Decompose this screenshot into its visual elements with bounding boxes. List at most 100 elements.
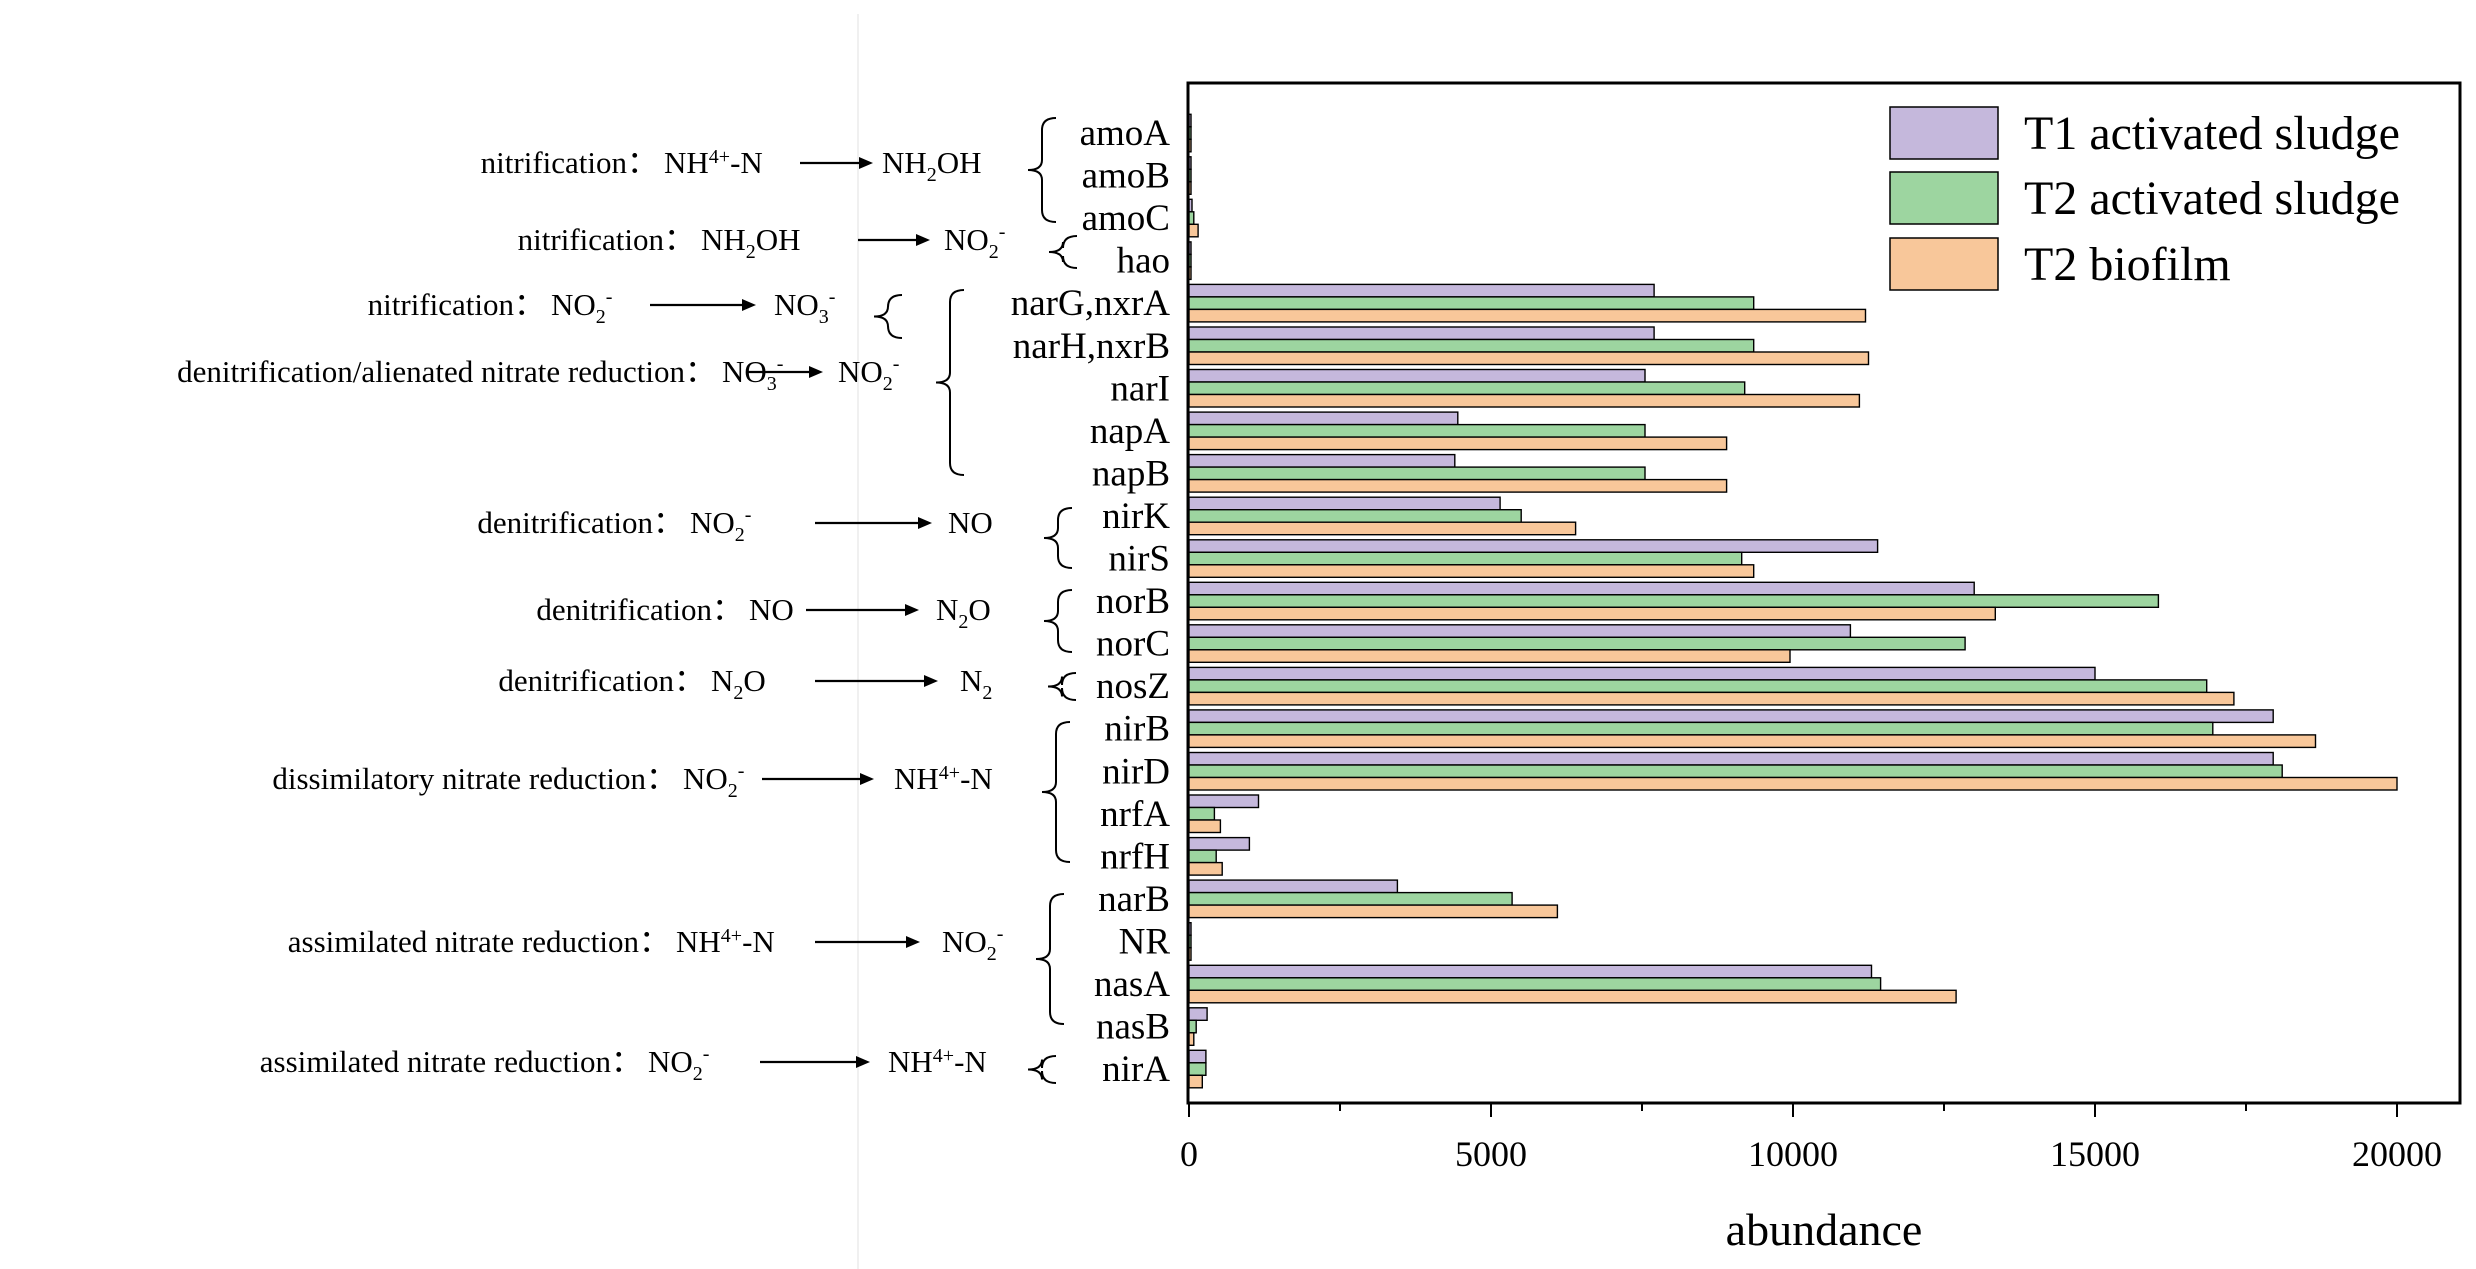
bar-t2-biofilm-nasb [1188, 1032, 1195, 1047]
pathway-process-label: assimilated nitrate reduction： [288, 924, 670, 959]
pathway-from-species: NH4+-N [664, 145, 763, 180]
bar-t2-biofilm-nari [1188, 393, 1861, 408]
bar-t2-activated-sludge-napb [1188, 466, 1646, 481]
x-axis-title: abundance [1726, 1204, 1923, 1255]
bar-t2-activated-sludge-nirk [1188, 509, 1522, 523]
pathway-from-species: NO3- [722, 353, 783, 395]
bar-t2-activated-sludge-nosz [1188, 679, 2208, 694]
legend-swatch-t2-activated-sludge [1889, 171, 1999, 225]
bar-t1-activated-sludge-nira [1188, 1049, 1207, 1064]
pathway-process-label: nitrification： [518, 222, 695, 257]
pathway-row: denitrification： NO N2O [536, 592, 990, 633]
legend-label-t1-activated-sludge: T1 activated sludge [2024, 107, 2400, 160]
pathway-to-species: N2 [960, 663, 992, 704]
category-label-amob: amoB [1082, 156, 1170, 197]
legend: T1 activated sludge T2 activated sludge T2… [1889, 106, 2400, 291]
plot-frame [1186, 81, 2462, 1105]
bar-t2-biofilm-nosz [1188, 691, 2235, 706]
bar-t1-activated-sludge-nasb [1188, 1007, 1208, 1021]
pathway-to-species: NO2- [944, 221, 1005, 263]
pathway-to-species: NO3- [774, 286, 835, 328]
pathway-row: denitrification/alienated nitrate reduct… [177, 353, 899, 395]
legend-label-t2-activated-sludge: T2 activated sludge [2024, 172, 2400, 225]
bar-t2-biofilm-napa [1188, 436, 1728, 451]
category-label-hao: hao [1117, 241, 1170, 282]
category-label-nosz: nosZ [1096, 666, 1170, 707]
bar-t2-activated-sludge-norb [1188, 594, 2160, 608]
bar-t1-activated-sludge-nrfa [1188, 794, 1260, 809]
x-tick-label: 0 [1180, 1134, 1198, 1174]
bar-t1-activated-sludge-nirb [1188, 709, 2274, 724]
bar-t2-activated-sludge-nird [1188, 764, 2283, 779]
category-label-narb: narB [1098, 879, 1170, 920]
category-label-nrfh: nrfH [1100, 836, 1170, 877]
bar-t2-activated-sludge-nrfa [1188, 806, 1216, 821]
pathway-process-label: assimilated nitrate reduction： [260, 1044, 642, 1079]
bar-t2-activated-sludge-amoc [1188, 211, 1195, 226]
gene-brace-1 [1027, 117, 1057, 223]
x-tick-label: 15000 [2050, 1134, 2140, 1174]
pathway-to-species: NO [948, 505, 993, 540]
pathway-from-species: NO2- [551, 286, 612, 328]
pathway-row: nitrification： NH4+-N NH2OH [481, 145, 982, 186]
pathway-to-species: NH2OH [882, 145, 982, 186]
bar-t2-biofilm-nirk [1188, 521, 1577, 536]
bar-t2-activated-sludge-nrfh [1188, 849, 1217, 864]
pathway-arrow-head [918, 517, 932, 529]
x-tick-label: 5000 [1455, 1134, 1527, 1174]
pathway-to-species: NH4+-N [894, 761, 993, 796]
pathway-row: assimilated nitrate reduction： NH4+-N NO2- [288, 923, 1004, 965]
x-axis: 0 5000 10000 15000 20000 [1180, 1103, 2442, 1174]
pathway-from-species: NO2- [683, 760, 744, 802]
pathway-arrow-head [905, 604, 919, 616]
category-label-nirb: nirB [1104, 709, 1170, 750]
pathway-arrow-head [906, 936, 920, 948]
category-label-norb: norB [1096, 581, 1170, 622]
pathway-arrow-head [809, 366, 823, 378]
bar-t2-biofilm-narg-nxra [1188, 308, 1867, 323]
bar-t1-activated-sludge-nirk [1188, 496, 1501, 511]
category-label-amoc: amoC [1082, 198, 1170, 239]
pathway-from-species: NO2- [690, 504, 751, 546]
pathway-arrow-head [859, 157, 873, 169]
pathway-arrow-head [860, 773, 874, 785]
bar-t2-biofilm-nira [1188, 1074, 1204, 1089]
category-label-nirk: nirK [1102, 496, 1170, 537]
bar-t2-biofilm-nasa [1188, 989, 1957, 1004]
bar-t1-activated-sludge-nrfh [1188, 836, 1251, 851]
bar-t1-activated-sludge-norb [1188, 581, 1975, 596]
pathway-from-species: NO2- [648, 1043, 709, 1085]
pathway-arrow-head [924, 675, 938, 687]
category-label-nr: NR [1119, 921, 1171, 962]
pathway-row: nitrification： NO2- NO3- [368, 286, 836, 328]
bar-t1-activated-sludge-nosz [1188, 666, 2096, 681]
bar-t1-activated-sludge-norc [1188, 624, 1852, 638]
bar-t2-biofilm-narh-nxrb [1188, 351, 1870, 366]
pathway-to-species: NO2- [838, 353, 899, 395]
x-tick-label: 10000 [1748, 1134, 1838, 1174]
gene-brace-8 [1041, 721, 1071, 863]
bar-t2-biofilm-norb [1188, 606, 1996, 621]
gene-braces [873, 117, 1078, 1084]
category-label-napb: napB [1092, 453, 1170, 494]
bar-t2-biofilm-norc [1188, 649, 1791, 663]
category-label-nira: nirA [1102, 1049, 1170, 1090]
pathway-row: assimilated nitrate reduction： NO2- NH4+-N [260, 1043, 987, 1085]
category-label-narg-nxra: narG,nxrA [1011, 283, 1171, 324]
category-label-nrfa: nrfA [1100, 794, 1170, 835]
bar-t1-activated-sludge-napb [1188, 453, 1456, 468]
x-tick-label: 20000 [2352, 1134, 2442, 1174]
pathway-from-species: N2O [711, 663, 766, 704]
category-label-norc: norC [1096, 624, 1170, 665]
bar-t2-activated-sludge-narg-nxra [1188, 296, 1755, 311]
category-label-amoa: amoA [1080, 113, 1171, 154]
bar-t2-biofilm-nirs [1188, 564, 1755, 578]
bar-t1-activated-sludge-nari [1188, 368, 1646, 383]
category-label-nasa: nasA [1094, 964, 1170, 1005]
gene-brace-9 [1035, 893, 1065, 1025]
pathway-process-label: nitrification： [368, 287, 545, 322]
bar-t1-activated-sludge-nird [1188, 751, 2274, 766]
bar-t2-activated-sludge-narb [1188, 891, 1513, 906]
